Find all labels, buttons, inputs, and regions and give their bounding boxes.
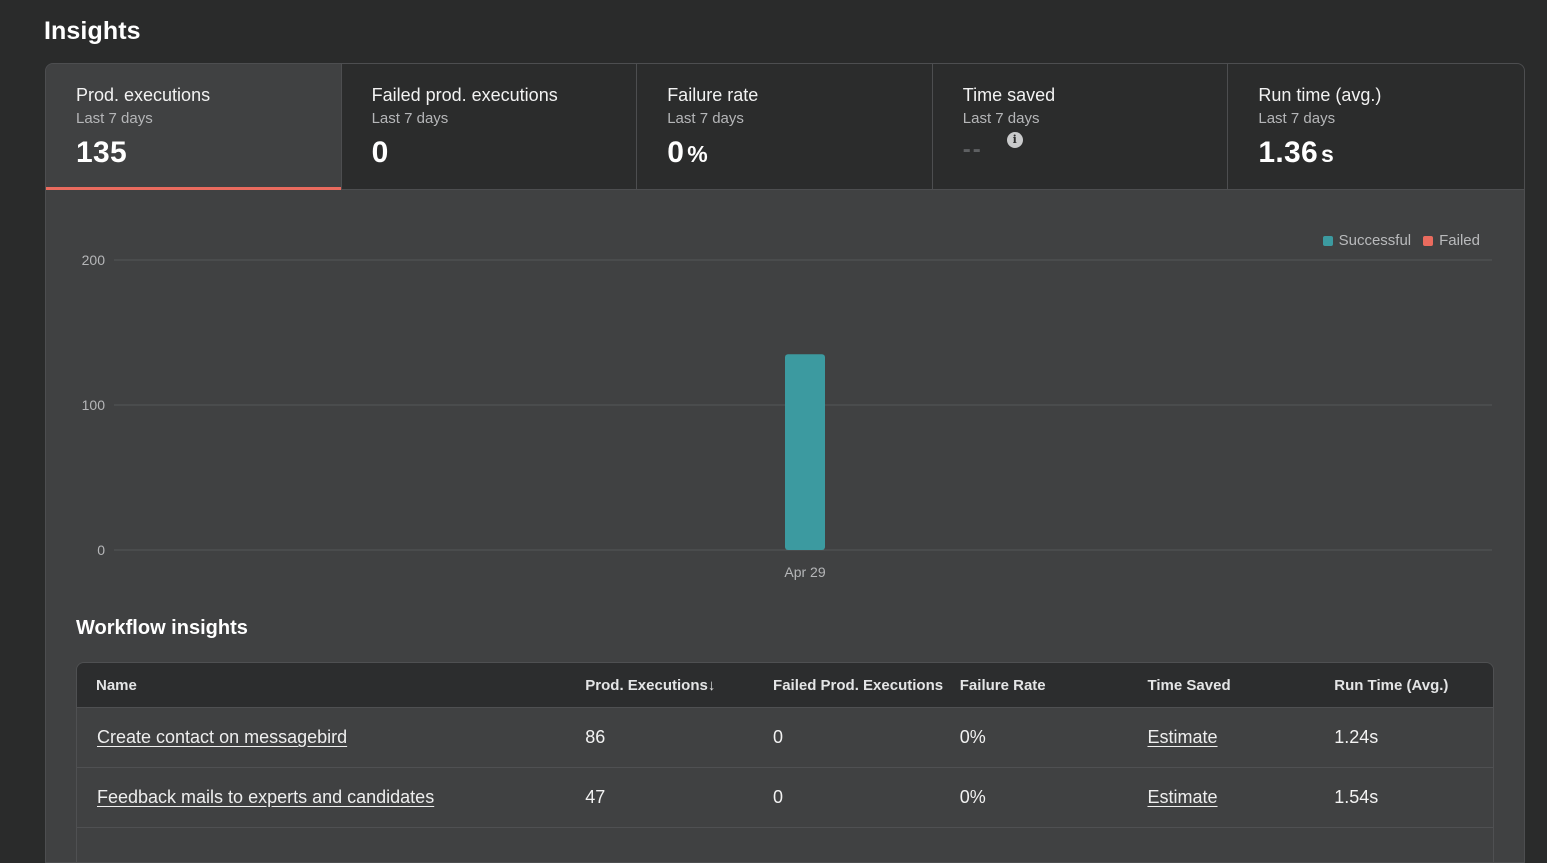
tab-time-saved[interactable]: Time saved Last 7 days -- i	[932, 64, 1229, 189]
tab-title: Time saved	[962, 85, 1056, 105]
cell-run-time: 1.24s	[1334, 727, 1379, 747]
estimate-link[interactable]: Estimate	[1147, 727, 1218, 747]
table-row: Create contact on messagebird 86 0 0% Es…	[77, 708, 1493, 768]
col-header-time-saved[interactable]: Time Saved	[1147, 676, 1231, 694]
workflow-insights-table: Name Prod. Executions↓ Failed Prod. Exec…	[76, 662, 1494, 862]
cell-prod-executions: 47	[585, 787, 606, 807]
legend-swatch-failed	[1423, 235, 1434, 246]
executions-chart: Successful Failed 0 100 200 Apr 29	[46, 190, 1524, 590]
insights-panel: Prod. executions Last 7 days 135 Failed …	[45, 63, 1525, 863]
tab-title: Failure rate	[667, 85, 759, 105]
workflow-name-link[interactable]: Feedback mails to experts and candidates	[97, 787, 435, 807]
workflow-name-link[interactable]: Create contact on messagebird	[97, 727, 348, 747]
col-header-name[interactable]: Name	[96, 676, 137, 694]
tab-period: Last 7 days	[1258, 110, 1336, 127]
tab-unit: s	[1320, 141, 1334, 167]
estimate-link[interactable]: Estimate	[1147, 787, 1218, 807]
tab-value: 135	[76, 136, 127, 169]
tab-unit: %	[687, 141, 708, 167]
tab-title: Failed prod. executions	[371, 85, 558, 105]
info-icon[interactable]: i	[1006, 132, 1023, 148]
tab-prod-executions[interactable]: Prod. executions Last 7 days 135	[46, 64, 342, 190]
col-header-run-time[interactable]: Run Time (Avg.)	[1334, 676, 1449, 694]
sort-down-icon: ↓	[707, 676, 716, 694]
tab-value: --	[962, 136, 983, 163]
x-tick-label: Apr 29	[784, 564, 825, 580]
cell-prod-executions: 86	[585, 727, 606, 747]
cell-failed-prod-executions: 0	[773, 727, 784, 747]
tab-failure-rate[interactable]: Failure rate Last 7 days 0 %	[637, 64, 933, 189]
page-title: Insights	[44, 17, 141, 45]
workflow-insights-title: Workflow insights	[76, 617, 248, 639]
tab-value: 0	[667, 136, 685, 169]
tab-value: 1.36	[1258, 136, 1318, 169]
col-header-failed-prod-executions[interactable]: Failed Prod. Executions	[773, 676, 944, 694]
y-tick-label: 100	[82, 397, 106, 413]
legend-item-failed[interactable]: Failed	[1423, 232, 1480, 249]
metric-tabs: Prod. executions Last 7 days 135 Failed …	[46, 64, 1524, 190]
tab-run-time[interactable]: Run time (avg.) Last 7 days 1.36 s	[1228, 64, 1524, 189]
cell-run-time: 1.54s	[1334, 787, 1379, 807]
col-header-prod-executions[interactable]: Prod. Executions↓	[585, 677, 773, 694]
chart-svg: 0 100 200 Apr 29	[82, 252, 1492, 580]
tab-period: Last 7 days	[76, 110, 153, 127]
y-tick-label: 0	[97, 542, 105, 558]
cell-failure-rate: 0%	[959, 727, 986, 747]
y-tick-label: 200	[82, 252, 106, 268]
legend-label: Failed	[1439, 232, 1480, 249]
legend-item-successful[interactable]: Successful	[1322, 232, 1412, 249]
tab-title: Prod. executions	[76, 85, 211, 105]
tab-failed-prod-executions[interactable]: Failed prod. executions Last 7 days 0	[341, 64, 638, 189]
cell-failure-rate: 0%	[959, 787, 986, 807]
tab-value: 0	[371, 136, 389, 169]
col-header-failure-rate[interactable]: Failure Rate	[959, 676, 1046, 694]
tab-period: Last 7 days	[962, 110, 1040, 127]
bar-successful[interactable]	[785, 354, 825, 550]
tab-period: Last 7 days	[371, 110, 449, 127]
tab-period: Last 7 days	[667, 110, 744, 127]
tab-title: Run time (avg.)	[1258, 85, 1382, 105]
chart-legend: Successful Failed	[1322, 232, 1480, 249]
table-header: Name Prod. Executions↓ Failed Prod. Exec…	[77, 663, 1493, 708]
col-header-label: Prod. Executions	[585, 676, 708, 694]
legend-label: Successful	[1338, 232, 1412, 249]
cell-failed-prod-executions: 0	[773, 787, 784, 807]
legend-swatch-successful	[1322, 235, 1333, 246]
table-row: Feedback mails to experts and candidates…	[77, 768, 1493, 828]
